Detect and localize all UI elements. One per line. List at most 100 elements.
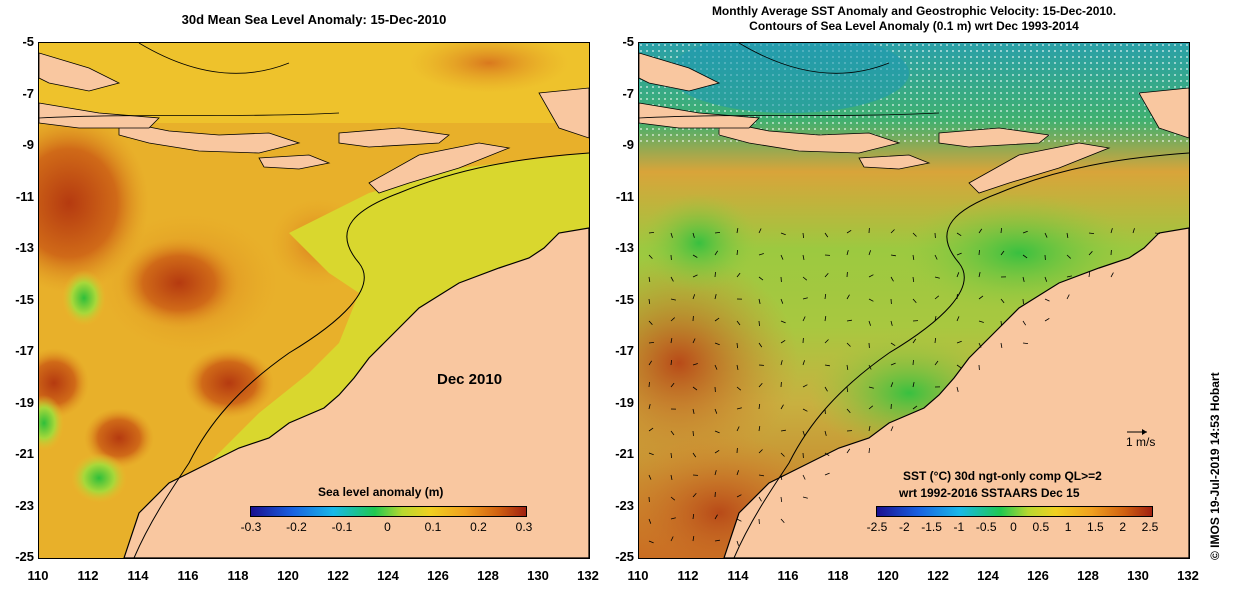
right-ytick-0: -5 bbox=[622, 34, 634, 49]
velocity-vector bbox=[802, 384, 808, 388]
velocity-vector bbox=[846, 342, 851, 347]
velocity-vector bbox=[868, 447, 870, 454]
velocity-vector bbox=[1132, 228, 1135, 234]
velocity-vector bbox=[714, 250, 719, 256]
velocity-vector bbox=[692, 386, 698, 391]
right-ytick-6: -17 bbox=[615, 343, 634, 358]
velocity-vector bbox=[780, 496, 783, 503]
velocity-vector bbox=[670, 517, 676, 520]
velocity-vector bbox=[758, 320, 760, 327]
left-xtick-3: 116 bbox=[177, 568, 199, 583]
velocity-vector bbox=[670, 430, 675, 436]
velocity-vector bbox=[714, 514, 718, 520]
velocity-vector bbox=[758, 228, 762, 234]
velocity-vector bbox=[758, 474, 764, 477]
velocity-vector bbox=[846, 294, 850, 300]
velocity-vector bbox=[1044, 276, 1048, 282]
velocity-vector bbox=[736, 494, 742, 498]
velocity-vector bbox=[736, 320, 741, 326]
velocity-vector bbox=[824, 364, 830, 367]
right-ytick-7: -19 bbox=[615, 394, 634, 410]
right-ytick-10: -25 bbox=[615, 549, 634, 564]
velocity-vector bbox=[934, 254, 938, 260]
velocity-vector bbox=[890, 276, 894, 282]
velocity-vector bbox=[1132, 252, 1138, 256]
velocity-vector bbox=[978, 342, 982, 348]
velocity-vector bbox=[648, 518, 652, 524]
velocity-vector bbox=[912, 382, 915, 388]
velocity-vector bbox=[648, 254, 653, 259]
right-xtick-8: 126 bbox=[1027, 568, 1049, 583]
velocity-vector bbox=[912, 405, 918, 410]
velocity-vector bbox=[1066, 294, 1070, 300]
velocity-vector bbox=[692, 254, 698, 258]
velocity-vector bbox=[868, 364, 872, 370]
right-map[interactable]: 1 m/s SST (°C) 30d ngt-only comp QL>=2 w… bbox=[638, 42, 1190, 559]
velocity-vector bbox=[714, 408, 718, 414]
velocity-vector bbox=[846, 364, 849, 370]
velocity-vector bbox=[934, 360, 939, 366]
velocity-vector bbox=[1066, 275, 1072, 278]
australia-land-right bbox=[723, 227, 1189, 558]
left-map[interactable]: Dec 2010 bbox=[38, 42, 590, 559]
velocity-vector bbox=[1000, 298, 1005, 304]
velocity-vector bbox=[802, 316, 806, 322]
left-ytick-7: -19 bbox=[15, 394, 34, 410]
velocity-vector bbox=[802, 276, 808, 281]
velocity-vector bbox=[758, 449, 763, 454]
velocity-vector bbox=[1110, 272, 1114, 278]
right-ytick-2: -9 bbox=[622, 137, 634, 152]
sst-label-2: wrt 1992-2016 SSTAARS Dec 15 bbox=[899, 486, 1080, 500]
velocity-vector bbox=[670, 452, 672, 459]
velocity-vector bbox=[978, 249, 980, 256]
right-xtick-7: 124 bbox=[977, 568, 999, 583]
velocity-vector bbox=[714, 539, 720, 542]
velocity-vector bbox=[1154, 232, 1161, 234]
velocity-vector bbox=[648, 540, 654, 544]
velocity-vector bbox=[1088, 232, 1095, 234]
velocity-vector bbox=[648, 452, 654, 456]
velocity-vector bbox=[780, 429, 786, 432]
velocity-vector bbox=[846, 319, 852, 322]
velocity-vector bbox=[1022, 298, 1024, 305]
left-xtick-6: 122 bbox=[327, 568, 349, 583]
velocity-vector bbox=[780, 474, 783, 480]
velocity-vector bbox=[1110, 228, 1113, 234]
right-ytick-8: -21 bbox=[615, 446, 634, 461]
velocity-vector bbox=[824, 232, 829, 238]
imos-credit: © IMOS 19-Jul-2019 14:53 Hobart bbox=[1208, 372, 1222, 560]
velocity-vector bbox=[1000, 342, 1003, 348]
velocity-vector bbox=[1066, 232, 1069, 238]
right-xtick-6: 122 bbox=[927, 568, 949, 583]
velocity-vector bbox=[714, 342, 720, 346]
velocity-vector bbox=[648, 276, 651, 282]
velocity-vector bbox=[956, 272, 960, 278]
velocity-vector bbox=[890, 254, 896, 257]
velocity-vector bbox=[868, 320, 871, 326]
left-ytick-6: -17 bbox=[15, 343, 34, 358]
left-ytick-5: -15 bbox=[15, 291, 34, 307]
left-xtick-10: 130 bbox=[527, 568, 549, 583]
velocity-vector bbox=[846, 250, 849, 256]
velocity-vector bbox=[692, 363, 698, 366]
velocity-vector bbox=[802, 297, 808, 300]
left-ytick-9: -23 bbox=[15, 497, 34, 513]
sea-level-anomaly-map bbox=[39, 43, 589, 558]
velocity-vector bbox=[846, 448, 851, 454]
velocity-vector bbox=[956, 364, 962, 369]
velocity-vector bbox=[978, 320, 984, 323]
left-xtick-5: 120 bbox=[277, 568, 299, 583]
left-date-label: Dec 2010 bbox=[437, 371, 503, 388]
velocity-scale-label: 1 m/s bbox=[1126, 435, 1156, 449]
right-ytick-4: -13 bbox=[615, 240, 634, 255]
velocity-vector bbox=[758, 298, 761, 304]
velocity-vector bbox=[736, 342, 738, 349]
left-xtick-9: 128 bbox=[477, 568, 499, 583]
velocity-vector bbox=[956, 232, 962, 237]
left-ytick-10: -25 bbox=[15, 549, 34, 564]
right-cb-tick-5: 0 bbox=[1010, 520, 1017, 534]
velocity-vector bbox=[670, 382, 675, 388]
sst-anomaly-map bbox=[639, 43, 1189, 558]
velocity-vector bbox=[912, 338, 917, 344]
left-cb-tick-0: -0.3 bbox=[240, 520, 262, 534]
